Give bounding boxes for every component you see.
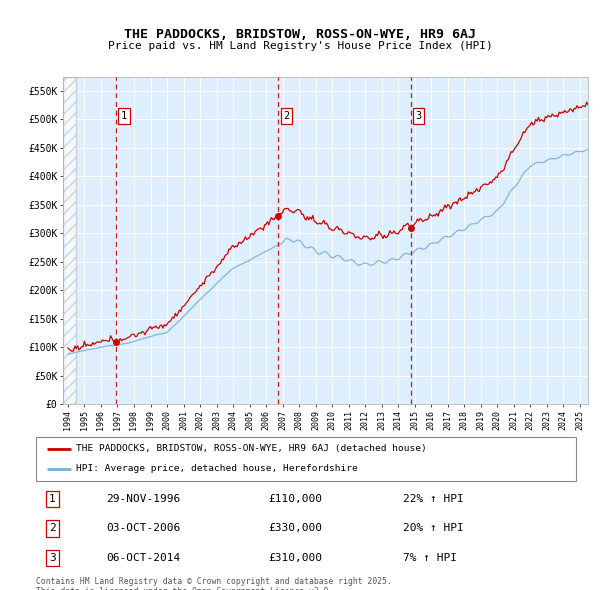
Text: 06-OCT-2014: 06-OCT-2014 bbox=[106, 553, 181, 563]
Text: 22% ↑ HPI: 22% ↑ HPI bbox=[403, 494, 464, 504]
Text: 1: 1 bbox=[49, 494, 56, 504]
Text: 3: 3 bbox=[49, 553, 56, 563]
Text: 2: 2 bbox=[283, 111, 290, 121]
Text: £330,000: £330,000 bbox=[268, 523, 322, 533]
Text: 7% ↑ HPI: 7% ↑ HPI bbox=[403, 553, 457, 563]
Text: 03-OCT-2006: 03-OCT-2006 bbox=[106, 523, 181, 533]
Text: Price paid vs. HM Land Registry's House Price Index (HPI): Price paid vs. HM Land Registry's House … bbox=[107, 41, 493, 51]
Text: THE PADDOCKS, BRIDSTOW, ROSS-ON-WYE, HR9 6AJ (detached house): THE PADDOCKS, BRIDSTOW, ROSS-ON-WYE, HR9… bbox=[77, 444, 427, 453]
Text: 20% ↑ HPI: 20% ↑ HPI bbox=[403, 523, 464, 533]
Text: THE PADDOCKS, BRIDSTOW, ROSS-ON-WYE, HR9 6AJ: THE PADDOCKS, BRIDSTOW, ROSS-ON-WYE, HR9… bbox=[124, 28, 476, 41]
Text: Contains HM Land Registry data © Crown copyright and database right 2025.
This d: Contains HM Land Registry data © Crown c… bbox=[36, 577, 392, 590]
Text: HPI: Average price, detached house, Herefordshire: HPI: Average price, detached house, Here… bbox=[77, 464, 358, 473]
Text: 29-NOV-1996: 29-NOV-1996 bbox=[106, 494, 181, 504]
Text: 1: 1 bbox=[121, 111, 127, 121]
Text: 2: 2 bbox=[49, 523, 56, 533]
Text: £110,000: £110,000 bbox=[268, 494, 322, 504]
Text: 3: 3 bbox=[416, 111, 422, 121]
Text: £310,000: £310,000 bbox=[268, 553, 322, 563]
